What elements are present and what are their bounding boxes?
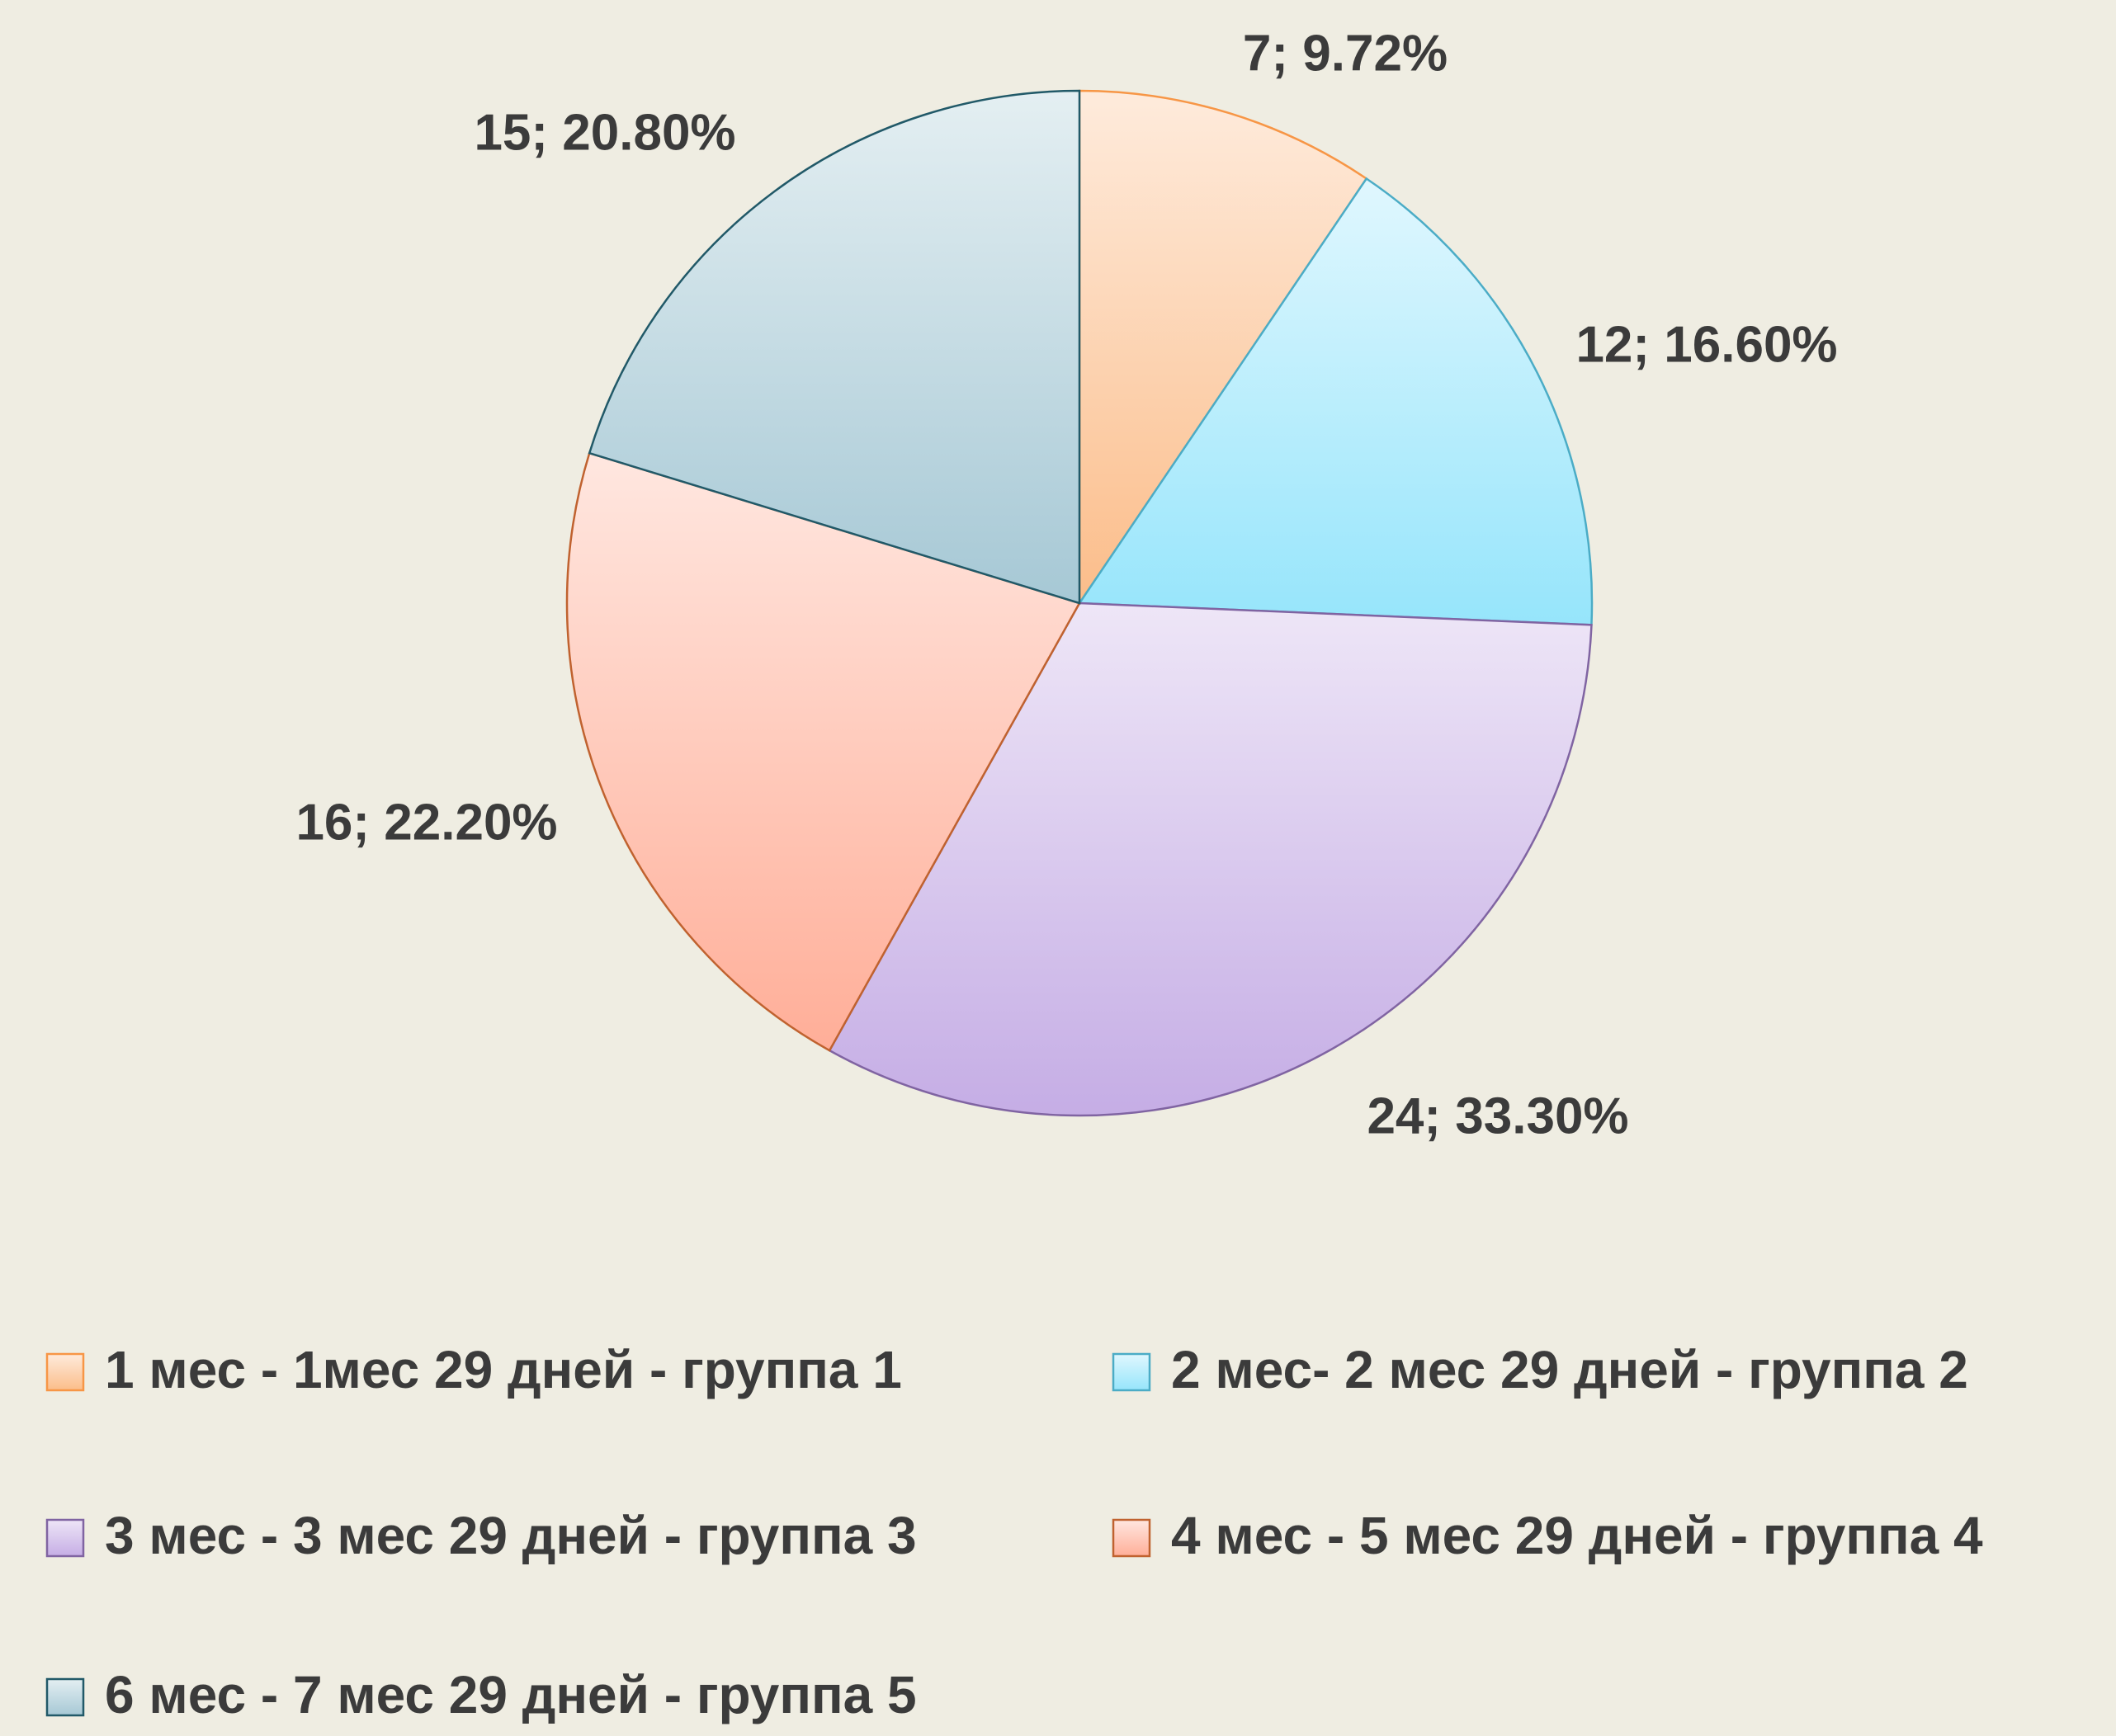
legend-label: 6 мес - 7 мес 29 дней - группа 5 — [105, 1665, 917, 1724]
pie-slice — [828, 601, 1593, 1117]
data-label: 12; 16.60% — [1575, 316, 1837, 373]
data-label: 7; 9.72% — [1243, 25, 1448, 82]
legend-label: 1 мес - 1мес 29 дней - группа 1 — [105, 1340, 902, 1399]
data-label: 16; 22.20% — [295, 794, 557, 851]
legend-swatch — [45, 1352, 85, 1392]
legend-label: 2 мес- 2 мес 29 дней - группа 2 — [1171, 1340, 1968, 1399]
pie-slice — [565, 451, 1081, 1052]
pie-slice — [1078, 89, 1368, 607]
data-label: 15; 20.80% — [474, 104, 735, 161]
legend-swatch — [45, 1518, 85, 1558]
pie-slice — [588, 89, 1081, 605]
legend-label: 3 мес - 3 мес 29 дней - группа 3 — [105, 1506, 917, 1565]
legend-label: 4 мес - 5 мес 29 дней - группа 4 — [1171, 1506, 1983, 1565]
data-label: 24; 33.30% — [1367, 1087, 1628, 1144]
pie-slice — [1077, 177, 1594, 626]
legend-swatch — [45, 1677, 85, 1717]
legend-swatch — [1112, 1518, 1151, 1558]
legend-swatch — [1112, 1352, 1151, 1392]
